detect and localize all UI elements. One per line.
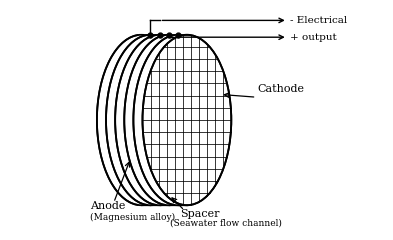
Text: Anode: Anode [90,201,125,211]
Ellipse shape [115,35,204,205]
Ellipse shape [143,35,231,205]
Ellipse shape [106,35,195,205]
Ellipse shape [97,35,186,205]
Ellipse shape [124,35,213,205]
Ellipse shape [133,35,222,205]
Text: (Seawater flow channel): (Seawater flow channel) [170,218,282,228]
Text: (Magnesium alloy): (Magnesium alloy) [90,213,175,222]
Text: Cathode: Cathode [258,84,305,94]
Text: Spacer: Spacer [180,209,219,219]
Text: - Electrical: - Electrical [290,16,347,25]
Text: + output: + output [290,33,336,42]
